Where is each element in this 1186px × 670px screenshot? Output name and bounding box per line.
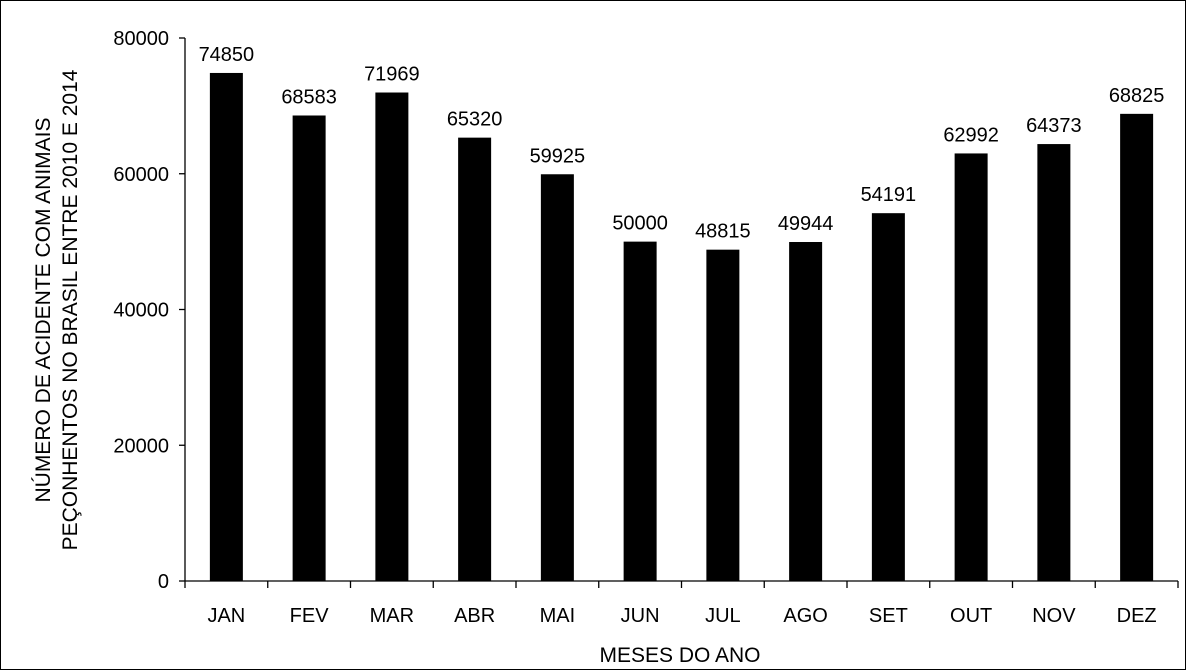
x-tick-label-ago: AGO xyxy=(783,605,827,627)
y-tick-label: 0 xyxy=(158,571,169,593)
y-axis-title: NÚMERO DE ACIDENTE COM ANIMAIS PEÇONHENT… xyxy=(32,69,82,550)
y-tick-label: 40000 xyxy=(113,300,169,322)
bar-mai xyxy=(540,174,574,581)
data-label-dez: 68825 xyxy=(1109,85,1165,107)
bar-nov xyxy=(1037,144,1071,581)
data-label-abr: 65320 xyxy=(447,109,503,131)
x-axis-title: MESES DO ANO xyxy=(599,644,760,667)
data-label-nov: 64373 xyxy=(1026,115,1082,137)
bar-ago xyxy=(789,242,823,581)
y-axis-title-line-2: PEÇONHENTOS NO BRASIL ENTRE 2010 E 2014 xyxy=(59,69,82,550)
x-tick-labels: JAN FEV MAR ABR MAI JUN JUL AGO SET OUT NOV DEZ xyxy=(207,605,1156,627)
x-tick-label-jan: JAN xyxy=(207,605,245,627)
bar-set xyxy=(871,213,905,581)
data-label-set: 54191 xyxy=(861,184,917,206)
data-label-jan: 74850 xyxy=(199,44,255,66)
bar-dez xyxy=(1120,113,1154,581)
bar-out xyxy=(954,153,988,581)
bar-jun xyxy=(623,241,657,581)
data-label-out: 62992 xyxy=(943,124,999,146)
y-tick-label: 60000 xyxy=(113,164,169,186)
y-tick-label: 80000 xyxy=(113,28,169,50)
y-axis-title-line-1: NÚMERO DE ACIDENTE COM ANIMAIS xyxy=(32,117,55,502)
y-tick-labels: 0 20000 40000 60000 80000 xyxy=(113,28,169,593)
data-label-ago: 49944 xyxy=(778,213,834,235)
y-tick-label: 20000 xyxy=(113,435,169,457)
x-tick-label-nov: NOV xyxy=(1032,605,1076,627)
bars xyxy=(209,72,1154,582)
data-label-mai: 59925 xyxy=(530,145,586,167)
data-label-mar: 71969 xyxy=(364,64,420,86)
x-tick-label-dez: DEZ xyxy=(1117,605,1157,627)
data-label-fev: 68583 xyxy=(281,86,337,108)
data-label-jun: 50000 xyxy=(612,213,668,235)
data-label-jul: 48815 xyxy=(695,221,751,243)
bar-jan xyxy=(209,72,243,581)
axes xyxy=(179,37,1179,588)
x-tick-label-jun: JUN xyxy=(621,605,660,627)
data-labels: 74850 68583 71969 65320 59925 50000 48815 49944… xyxy=(199,44,1165,243)
x-tick-label-fev: FEV xyxy=(290,605,330,627)
x-tick-label-mai: MAI xyxy=(540,605,576,627)
bar-mar xyxy=(375,92,409,582)
x-tick-label-jul: JUL xyxy=(705,605,741,627)
x-tick-label-mar: MAR xyxy=(370,605,414,627)
bar-fev xyxy=(292,115,326,581)
bar-jul xyxy=(706,249,740,581)
x-tick-label-out: OUT xyxy=(950,605,992,627)
x-tick-label-abr: ABR xyxy=(454,605,495,627)
bar-abr xyxy=(458,137,492,581)
x-tick-label-set: SET xyxy=(869,605,908,627)
